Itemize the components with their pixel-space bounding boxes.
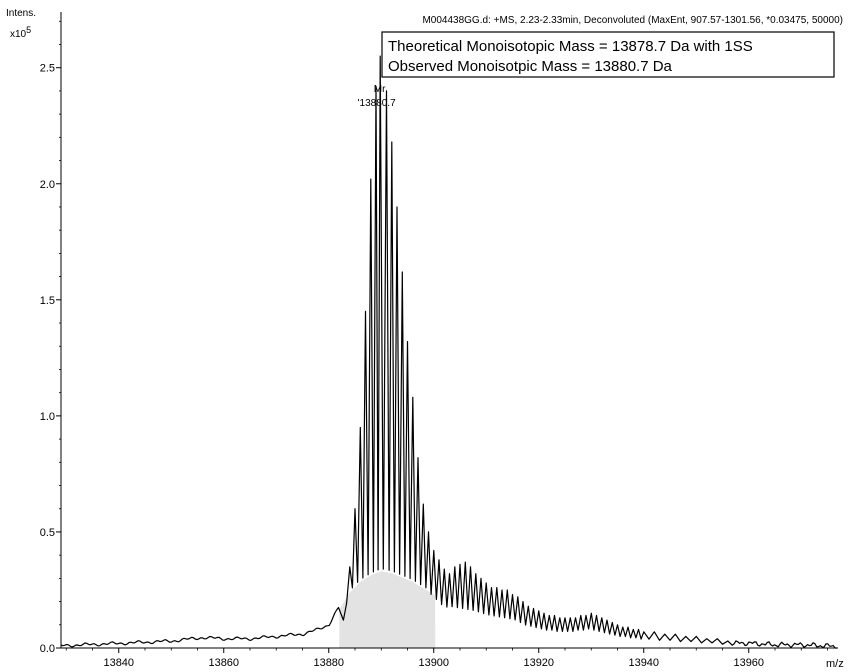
peak-label-name: Mr	[374, 84, 386, 95]
y-tick-label: 1.0	[40, 411, 55, 423]
x-tick-label: 13920	[523, 657, 554, 669]
x-axis-label: m/z	[826, 658, 844, 670]
x-tick-label: 13880	[313, 657, 344, 669]
y-tick-label: 0.0	[40, 643, 55, 655]
x-tick-label: 13840	[103, 657, 134, 669]
x-tick-label: 13940	[628, 657, 659, 669]
peak-label-value: '13880.7	[358, 98, 396, 109]
x-tick-label: 13960	[733, 657, 764, 669]
shaded-area	[339, 571, 436, 648]
y-tick-label: 1.5	[40, 295, 55, 307]
y-axis-label: Intens.	[6, 8, 36, 19]
annotation-line: Theoretical Monoisotopic Mass = 13878.7 …	[388, 38, 753, 55]
y-tick-label: 2.0	[40, 179, 55, 191]
y-tick-label: 0.5	[40, 527, 55, 539]
chart-header: M004438GG.d: +MS, 2.23-2.33min, Deconvol…	[422, 15, 843, 26]
x-tick-label: 13860	[208, 657, 239, 669]
y-tick-label: 2.5	[40, 63, 55, 75]
x-tick-label: 13900	[418, 657, 449, 669]
y-exponent: x105	[10, 25, 31, 40]
spectrum-trace	[60, 55, 837, 649]
y-exponent-power: 5	[26, 25, 31, 35]
annotation-line: Observed Monoisotpic Mass = 13880.7 Da	[388, 58, 673, 75]
annotation-box	[381, 31, 835, 78]
